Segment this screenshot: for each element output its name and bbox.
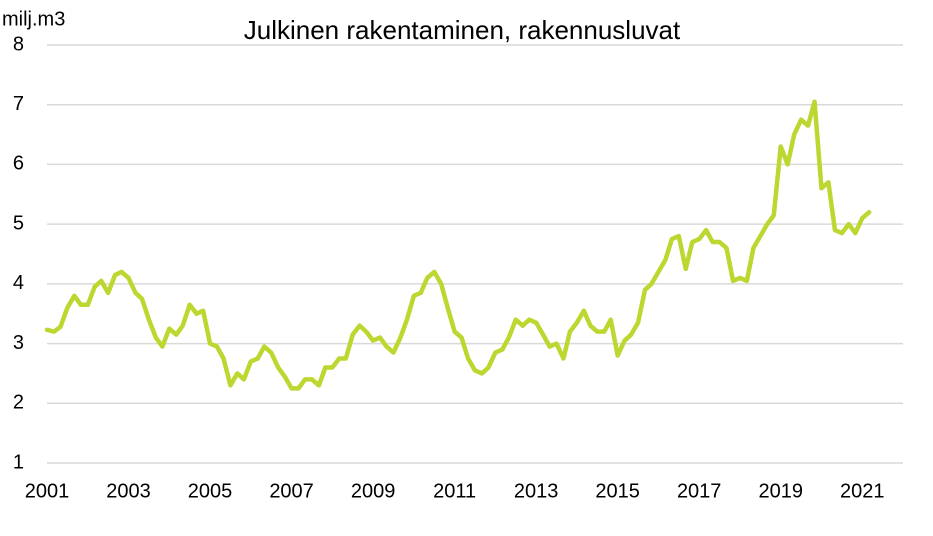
x-tick-label: 2009 (351, 480, 396, 502)
x-tick-label: 2021 (840, 480, 885, 502)
x-tick-label: 2015 (595, 480, 640, 502)
data-line (44, 99, 872, 391)
x-tick-label: 2003 (106, 480, 151, 502)
y-tick-label: 8 (13, 33, 24, 55)
chart-title: Julkinen rakentaminen, rakennusluvat (244, 15, 681, 45)
y-tick-label: 4 (13, 272, 24, 294)
x-tick-label: 2017 (677, 480, 722, 502)
x-tick-label: 2001 (25, 480, 70, 502)
x-tick-label: 2005 (188, 480, 233, 502)
y-tick-label: 7 (13, 93, 24, 115)
y-tick-label: 1 (13, 451, 24, 473)
y-axis-label: milj.m3 (2, 8, 65, 30)
y-tick-label: 3 (13, 332, 24, 354)
x-tick-label: 2011 (433, 480, 476, 502)
x-tick-label: 2007 (269, 480, 314, 502)
x-tick-label: 2019 (758, 480, 803, 502)
x-tick-label: 2013 (514, 480, 559, 502)
y-tick-label: 2 (13, 392, 24, 414)
y-tick-label: 6 (13, 153, 24, 175)
y-tick-label: 5 (13, 212, 24, 234)
